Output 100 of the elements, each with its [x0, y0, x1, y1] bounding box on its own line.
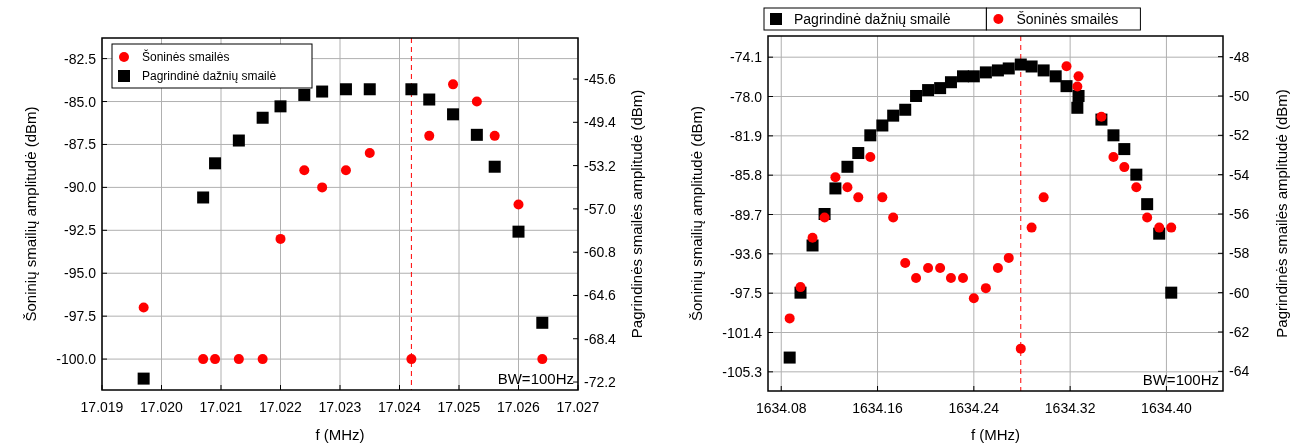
point: [512, 225, 525, 238]
point: [1038, 192, 1049, 203]
point: [448, 79, 459, 90]
point: [1108, 152, 1119, 163]
y2-tick-label: -58: [1229, 245, 1250, 262]
y2-axis-title: Pagrindinės smailės amplitudė (dBm): [1273, 89, 1290, 338]
point: [137, 372, 150, 385]
point: [1073, 71, 1084, 82]
point: [470, 128, 483, 141]
point: [935, 262, 946, 273]
point: [406, 354, 417, 365]
annotation: BW=100Hz: [497, 370, 574, 387]
point: [274, 100, 287, 113]
point: [1072, 89, 1085, 102]
point: [842, 182, 853, 193]
point: [1049, 70, 1062, 83]
y2-tick-label: -64.6: [584, 287, 617, 304]
point: [1015, 343, 1026, 354]
y-tick-label: -95.0: [64, 265, 97, 282]
y-axis-title: Šoninių smailių amplitudė (dBm): [688, 105, 705, 322]
point: [968, 293, 979, 304]
point: [887, 109, 900, 122]
x-tick-label: 17.027: [556, 399, 600, 415]
point: [1014, 58, 1027, 71]
point: [138, 302, 149, 313]
point: [876, 119, 889, 132]
y-tick-label: -97.5: [64, 308, 97, 325]
y2-tick-label: -52: [1229, 127, 1250, 144]
point: [784, 313, 795, 324]
point: [992, 262, 1003, 273]
point: [819, 212, 830, 223]
point: [900, 257, 911, 268]
y2-tick-label: -62: [1229, 324, 1250, 340]
point: [1154, 222, 1165, 233]
point: [1060, 80, 1073, 93]
point: [340, 165, 351, 176]
point: [795, 282, 806, 293]
x-axis-title: f (MHz): [315, 426, 365, 443]
y-tick-label: -101.4: [722, 324, 763, 341]
y-tick-label: -74.1: [730, 49, 763, 66]
point: [1037, 64, 1050, 77]
y2-tick-label: -53.2: [584, 157, 617, 174]
point: [1003, 252, 1014, 263]
y-tick-label: -92.5: [64, 222, 97, 239]
point: [829, 182, 842, 195]
point: [197, 191, 210, 204]
x-tick-label: 1634.40: [1141, 400, 1192, 416]
point: [841, 160, 854, 173]
point: [298, 88, 311, 101]
y2-tick-label: -48: [1229, 48, 1250, 65]
point: [853, 192, 864, 203]
point: [275, 233, 286, 244]
point: [910, 89, 923, 102]
y-tick-label: -82.5: [64, 50, 97, 67]
point: [1166, 222, 1177, 233]
y-tick-label: -105.3: [722, 363, 763, 380]
point: [1072, 81, 1083, 92]
point: [317, 182, 328, 193]
point: [980, 283, 991, 294]
point: [1130, 168, 1143, 181]
x-tick-label: 1634.24: [948, 400, 1000, 416]
y-tick-label: -89.7: [730, 206, 763, 223]
point: [865, 152, 876, 163]
y2-tick-label: -68.4: [584, 330, 617, 347]
point: [1131, 182, 1142, 193]
x-axis-title: f (MHz): [970, 426, 1021, 443]
point: [979, 66, 992, 79]
point: [232, 134, 245, 147]
y2-tick-label: -57.0: [584, 200, 617, 217]
point: [1118, 143, 1131, 156]
point: [1025, 60, 1038, 73]
point: [911, 273, 922, 284]
point: [1165, 286, 1178, 299]
point: [405, 83, 418, 96]
point: [864, 129, 877, 142]
y2-tick-label: -49.4: [584, 114, 617, 131]
y2-axis-title: Pagrindinės smailės amplitudė (dBm): [628, 89, 645, 339]
point: [363, 83, 376, 96]
y2-tick-label: -72.2: [584, 374, 617, 391]
point: [830, 172, 841, 183]
point: [1061, 61, 1072, 72]
point: [1142, 212, 1153, 223]
point: [257, 354, 268, 365]
point: [1107, 129, 1120, 142]
x-tick-label: 17.020: [140, 399, 184, 415]
point: [447, 108, 460, 121]
point: [256, 111, 269, 124]
point: [339, 83, 352, 96]
x-tick-label: 17.026: [497, 399, 541, 415]
y-tick-label: -90.0: [64, 179, 97, 196]
y2-tick-label: -60.8: [584, 244, 617, 261]
x-tick-label: 1634.32: [1044, 400, 1096, 416]
point: [198, 354, 209, 365]
point: [1026, 222, 1037, 233]
x-tick-label: 17.022: [259, 399, 303, 415]
y-tick-label: -81.9: [730, 127, 763, 144]
point: [945, 273, 956, 284]
point: [1096, 111, 1107, 122]
y-tick-label: -85.0: [64, 93, 97, 110]
y2-tick-label: -54: [1229, 166, 1250, 183]
